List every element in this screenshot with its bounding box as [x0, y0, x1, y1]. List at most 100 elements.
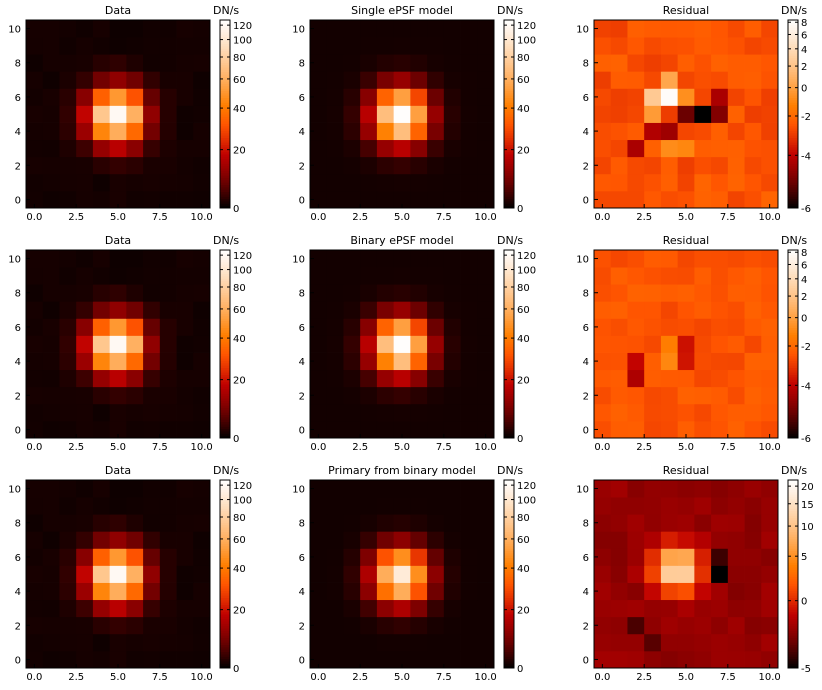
heatmap-cell — [627, 514, 645, 532]
heatmap-cell — [343, 318, 361, 336]
colorbar-segment — [220, 393, 230, 397]
colorbar-segment — [788, 395, 798, 399]
heatmap-cell — [42, 71, 60, 89]
heatmap-cell — [193, 139, 211, 158]
heatmap-cell — [42, 37, 60, 55]
heatmap-cell — [310, 514, 328, 532]
heatmap-cell — [92, 105, 111, 123]
heatmap-cell — [159, 267, 177, 285]
x-tick-label: 0.0 — [594, 442, 610, 453]
colorbar-segment — [788, 149, 798, 153]
colorbar-segment — [788, 200, 798, 204]
colorbar-segment — [504, 38, 514, 42]
heatmap-cell — [460, 122, 478, 141]
colorbar-segment — [220, 635, 230, 638]
heatmap-cell — [326, 531, 344, 549]
colorbar-segment — [220, 289, 230, 293]
colorbar-segment — [788, 632, 798, 636]
panel-title: Single ePSF model — [351, 4, 453, 17]
heatmap-cell — [343, 633, 361, 652]
colorbar-segment — [788, 564, 798, 568]
colorbar-segment — [220, 409, 230, 413]
heatmap-cell — [143, 318, 161, 336]
x-tick-label: 2.5 — [636, 442, 652, 453]
colorbar-tick-label: 0 — [233, 434, 239, 445]
colorbar-segment — [504, 318, 514, 321]
heatmap-cell — [176, 616, 194, 635]
colorbar-segment — [788, 304, 798, 307]
heatmap-cell — [427, 250, 445, 268]
heatmap-cell — [410, 650, 428, 669]
colorbar-segment — [220, 496, 230, 500]
colorbar-segment — [220, 29, 230, 33]
colorbar-segment — [504, 69, 514, 73]
colorbar-segment — [220, 339, 230, 343]
colorbar-segment — [220, 623, 230, 627]
heatmap-cell — [410, 633, 428, 652]
colorbar-segment — [504, 268, 514, 272]
heatmap-cell — [26, 156, 44, 175]
heatmap-cell — [477, 105, 495, 123]
colorbar-segment — [220, 41, 230, 44]
heatmap-cell — [126, 122, 144, 141]
heatmap-cell — [694, 54, 712, 72]
colorbar-tick-label: 60 — [517, 535, 530, 546]
heatmap-cell — [176, 514, 194, 532]
heatmap-cell — [610, 335, 628, 353]
colorbar-segment — [504, 198, 514, 202]
heatmap-cell — [594, 599, 612, 618]
colorbar-segment — [504, 163, 514, 167]
colorbar-segment — [788, 623, 798, 627]
heatmap-cell — [76, 156, 94, 175]
heatmap-cell — [26, 318, 44, 336]
colorbar-segment — [504, 85, 514, 89]
heatmap-cell — [310, 633, 328, 652]
colorbar-segment — [788, 642, 798, 645]
colorbar-segment — [220, 191, 230, 195]
colorbar-segment — [220, 405, 230, 408]
colorbar-segment — [220, 522, 230, 526]
heatmap-cell — [176, 71, 194, 89]
heatmap-cell — [644, 190, 662, 209]
heatmap-cell — [594, 386, 612, 405]
heatmap-cell — [677, 139, 695, 158]
x-tick-label: 2.5 — [636, 672, 652, 683]
colorbar-segment — [788, 398, 798, 401]
colorbar-segment — [788, 123, 798, 127]
heatmap-cell — [159, 386, 177, 405]
heatmap-cell — [627, 122, 645, 141]
heatmap-cell — [443, 139, 461, 158]
colorbar-segment — [788, 430, 798, 434]
heatmap-cell — [310, 173, 328, 192]
heatmap-cell — [143, 369, 161, 388]
colorbar-segment — [788, 292, 798, 296]
heatmap-cell — [159, 403, 177, 422]
heatmap-cell — [660, 318, 679, 336]
heatmap-cell — [460, 420, 478, 439]
colorbar-segment — [788, 487, 798, 490]
colorbar-tick-label: 100 — [233, 496, 252, 507]
colorbar-segment — [220, 628, 230, 631]
heatmap-cell — [477, 369, 495, 388]
heatmap-cell — [427, 386, 445, 405]
heatmap-cell — [159, 318, 177, 336]
colorbar-segment — [220, 527, 230, 530]
colorbar-segment — [220, 435, 230, 439]
heatmap-cell — [594, 633, 612, 652]
heatmap-cell — [126, 582, 144, 601]
heatmap-cell — [627, 582, 645, 601]
heatmap-cell — [460, 250, 478, 268]
heatmap-cell — [360, 420, 378, 439]
colorbar-tick-label: 4 — [801, 45, 807, 56]
heatmap-cell — [761, 301, 779, 319]
heatmap-cell — [343, 71, 361, 89]
heatmap-cell — [26, 267, 44, 285]
heatmap-cell — [26, 250, 44, 268]
colorbar-segment — [220, 193, 230, 197]
colorbar-segment — [504, 412, 514, 415]
heatmap-cell — [26, 139, 44, 158]
heatmap-cell — [310, 318, 328, 336]
colorbar-segment — [788, 257, 798, 260]
heatmap-cell — [744, 420, 762, 439]
heatmap-cell — [761, 250, 779, 268]
